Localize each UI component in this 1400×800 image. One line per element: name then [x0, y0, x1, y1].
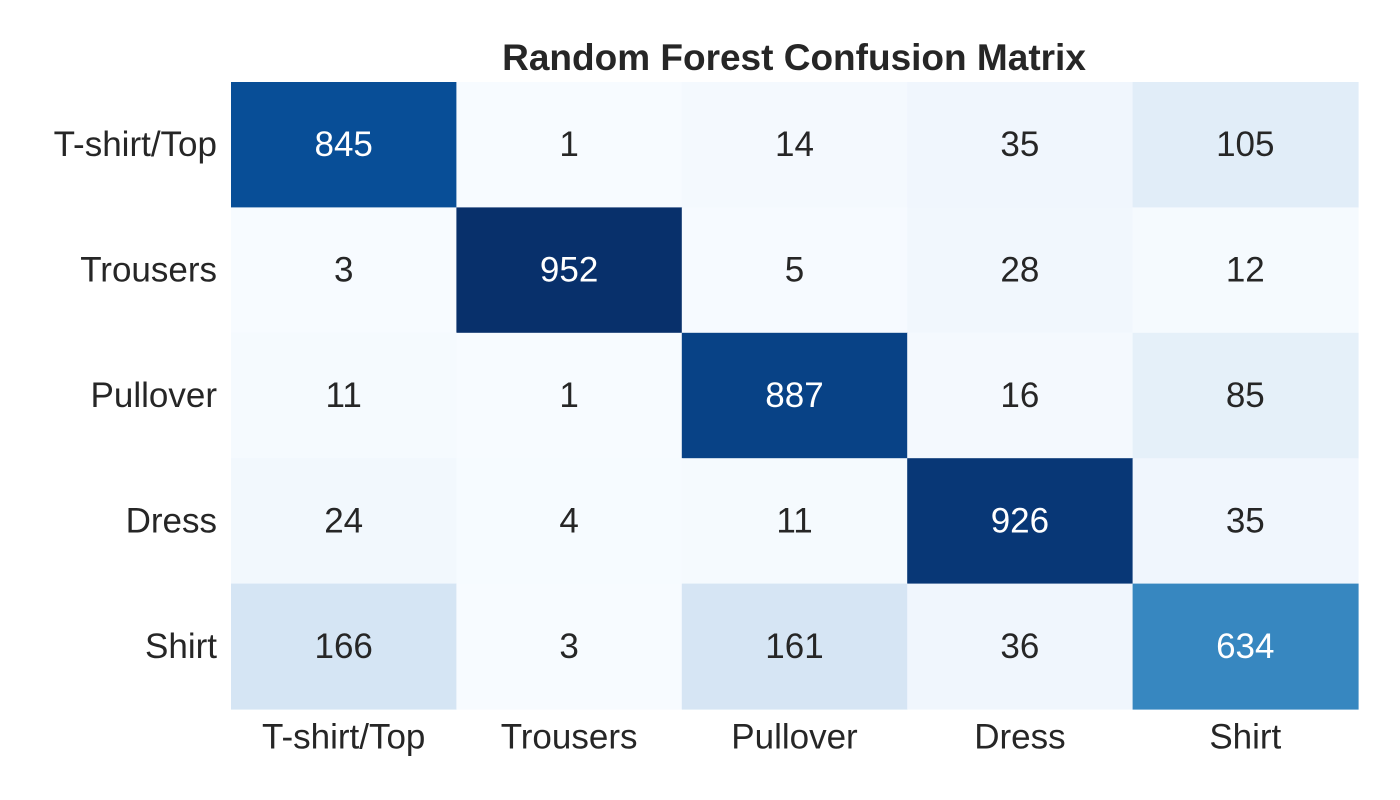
cell-value-label-r4-c4: 634: [1216, 627, 1274, 666]
cell-value-label-r3-c0: 24: [324, 501, 363, 540]
x-tick-label-1: Trousers: [501, 718, 638, 757]
heatmap-cell-r0-c1: [456, 82, 683, 208]
heatmap-cell-r1-c3: [907, 207, 1134, 334]
cell-value-label-r4-c0: 166: [314, 627, 372, 666]
y-tick-label-1: Trousers: [80, 251, 217, 290]
x-tick-label-4: Shirt: [1209, 718, 1281, 757]
cell-value-label-r0-c3: 35: [1000, 125, 1039, 164]
heatmap-cell-r4-c3: [907, 583, 1134, 710]
heatmap-cell-r4-c2: [681, 583, 908, 710]
y-tick-label-2: Pullover: [91, 376, 218, 415]
cell-value-label-r4-c3: 36: [1000, 627, 1039, 666]
cell-value-label-r0-c0: 845: [314, 125, 372, 164]
heatmap-cell-r2-c1: [456, 332, 683, 459]
x-axis-tick-labels: T-shirt/Top Trousers Pullover Dress Shirt: [262, 718, 1282, 757]
heatmap-cell-r1-c4: [1132, 207, 1359, 334]
heatmap-cell-r4-c1: [456, 583, 683, 710]
y-tick-label-3: Dress: [126, 501, 217, 540]
heatmap-cell-r4-c0: [231, 583, 457, 710]
x-tick-label-2: Pullover: [731, 718, 858, 757]
heatmap-cell-r3-c4: [1132, 458, 1359, 585]
cell-value-label-r0-c2: 14: [775, 125, 814, 164]
cell-value-label-r1-c3: 28: [1000, 251, 1039, 290]
cell-value-label-r3-c3: 926: [991, 501, 1049, 540]
heatmap-cell-r2-c3: [907, 332, 1134, 459]
cell-value-label-r3-c1: 4: [559, 501, 578, 540]
cell-value-label-r1-c2: 5: [785, 251, 804, 290]
x-tick-label-0: T-shirt/Top: [262, 718, 425, 757]
cell-value-label-r3-c2: 11: [776, 501, 812, 540]
heatmap-cell-r0-c0: [231, 82, 457, 208]
heatmap-cell-r2-c2: [681, 332, 908, 459]
y-tick-label-4: Shirt: [145, 627, 217, 666]
cell-value-label-r2-c4: 85: [1226, 376, 1265, 415]
cell-value-label-r2-c3: 16: [1000, 376, 1039, 415]
y-axis-tick-labels: T-shirt/Top Trousers Pullover Dress Shirt: [54, 125, 218, 666]
heatmap-cell-r3-c3: [907, 458, 1134, 585]
cell-value-label-r0-c1: 1: [559, 125, 578, 164]
heatmap-cell-r0-c2: [681, 82, 908, 208]
cell-value-label-r2-c0: 11: [326, 376, 362, 415]
heatmap-cell-r2-c4: [1132, 332, 1359, 459]
cell-value-label-r2-c2: 887: [765, 376, 823, 415]
cell-value-label-r3-c4: 35: [1226, 501, 1265, 540]
cell-value-label-r1-c0: 3: [334, 251, 353, 290]
heatmap-cell-r3-c1: [456, 458, 683, 585]
cell-value-label-r4-c2: 161: [765, 627, 823, 666]
heatmap-cell-r4-c4: [1132, 583, 1359, 710]
cell-value-label-r1-c1: 952: [540, 251, 598, 290]
y-tick-label-0: T-shirt/Top: [54, 125, 217, 164]
heatmap-cell-r0-c4: [1132, 82, 1359, 208]
heatmap-cell-r0-c3: [907, 82, 1134, 208]
heatmap-cell-r1-c0: [231, 207, 457, 334]
heatmap-cell-r1-c1: [456, 207, 683, 334]
cell-value-label-r1-c4: 12: [1226, 251, 1265, 290]
chart-title: Random Forest Confusion Matrix: [502, 37, 1086, 78]
heatmap-cell-r2-c0: [231, 332, 457, 459]
heatmap-cell-r3-c0: [231, 458, 457, 585]
heatmap-cell-r1-c2: [681, 207, 908, 334]
cell-value-label-r2-c1: 1: [559, 376, 578, 415]
x-tick-label-3: Dress: [974, 718, 1065, 757]
cell-value-label-r0-c4: 105: [1216, 125, 1274, 164]
cell-value-label-r4-c1: 3: [559, 627, 578, 666]
heatmap-cell-r3-c2: [681, 458, 908, 585]
